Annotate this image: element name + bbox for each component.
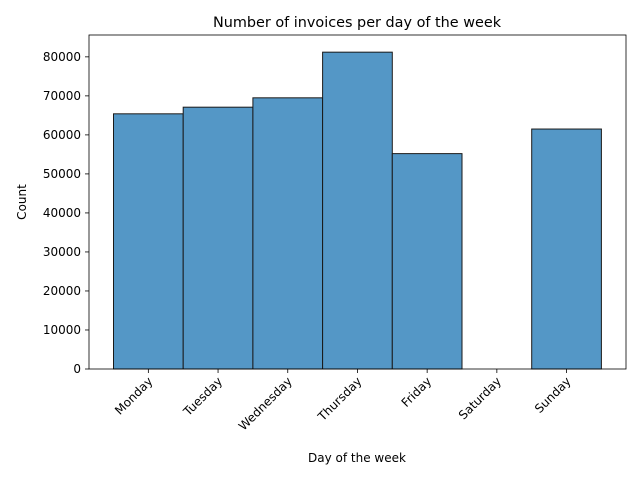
y-tick-label: 40000	[43, 206, 81, 220]
x-tick-label: Saturday	[456, 374, 504, 422]
y-axis-label: Count	[15, 184, 29, 220]
chart-title: Number of invoices per day of the week	[213, 15, 502, 31]
bar-sunday	[531, 128, 602, 370]
y-tick-label: 30000	[43, 245, 81, 259]
bar-friday	[391, 153, 463, 370]
bar-monday	[113, 113, 184, 370]
bar-thursday	[322, 51, 393, 370]
bar-wednesday	[252, 97, 324, 370]
y-tick-label: 20000	[43, 284, 81, 298]
bars-group	[113, 51, 602, 370]
x-axis: Monday Tuesday Wednesday Thursday Friday Satu…	[112, 369, 574, 433]
y-tick-label: 70000	[43, 89, 81, 103]
bar-tuesday	[182, 106, 254, 370]
y-tick-label: 80000	[43, 50, 81, 64]
y-axis: 0 10000 20000 30000 40000 50000 60000 70000 8000…	[43, 50, 89, 376]
x-tick-label: Monday	[112, 374, 155, 417]
x-tick-label: Tuesday	[180, 374, 225, 419]
x-tick-label: Friday	[399, 374, 435, 410]
y-tick-label: 0	[73, 362, 81, 376]
plot-frame	[88, 34, 627, 370]
x-tick-label: Thursday	[314, 374, 364, 424]
x-tick-label: Wednesday	[236, 374, 295, 433]
y-tick-label: 60000	[43, 128, 81, 142]
y-tick-label: 50000	[43, 167, 81, 181]
y-tick-label: 10000	[43, 323, 81, 337]
x-axis-label: Day of the week	[308, 451, 406, 465]
x-tick-label: Sunday	[532, 374, 574, 416]
